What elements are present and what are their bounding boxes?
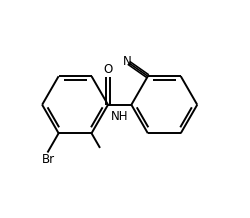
Text: NH: NH bbox=[111, 110, 128, 123]
Text: N: N bbox=[122, 55, 131, 68]
Text: Br: Br bbox=[42, 153, 54, 166]
Text: O: O bbox=[104, 63, 113, 76]
